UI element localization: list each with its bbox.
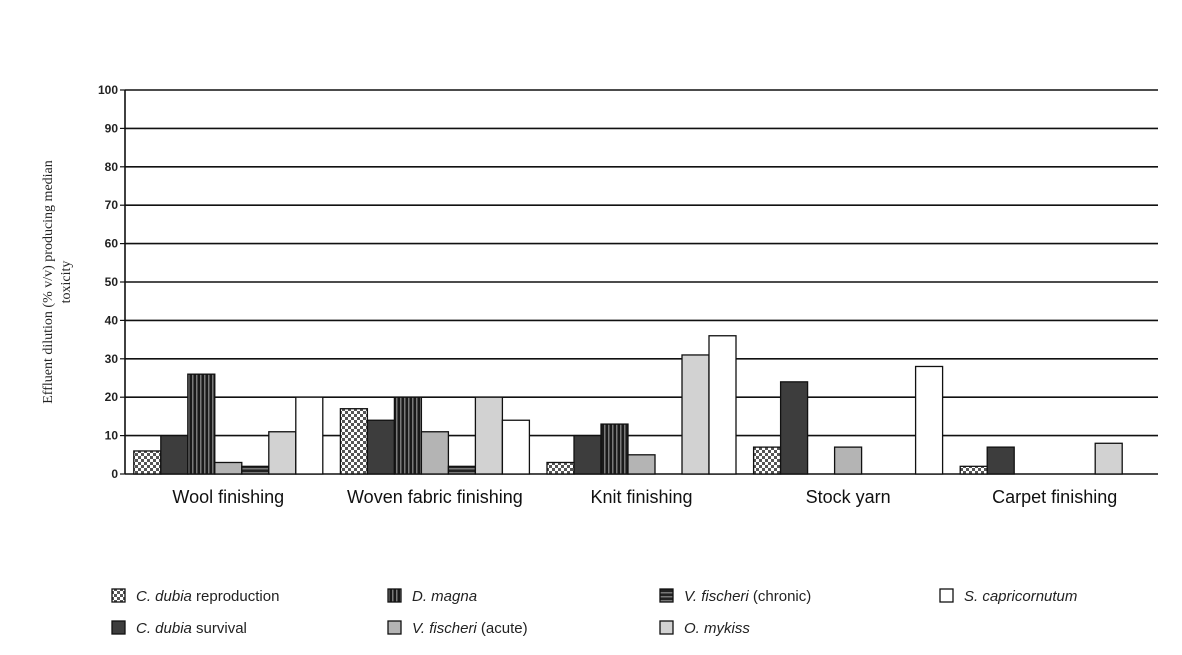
bar [339, 408, 369, 475]
legend-swatch [939, 588, 954, 603]
x-category-label: Wool finishing [172, 487, 284, 507]
y-tick-label: 40 [105, 313, 119, 327]
bar [501, 419, 531, 475]
legend-label: C. dubia survival [136, 620, 247, 637]
bar [214, 461, 243, 475]
y-tick-label: 20 [105, 390, 119, 404]
legend-label-species: C. dubia [136, 588, 192, 605]
x-category-label: Carpet finishing [992, 487, 1117, 507]
bar [160, 434, 189, 475]
legend-swatch [111, 620, 126, 635]
y-tick-label: 90 [105, 121, 119, 135]
bar [447, 465, 477, 475]
bar [1094, 442, 1123, 475]
y-tick-label: 70 [105, 198, 119, 212]
bar [779, 381, 809, 475]
legend-item: D. magna [387, 588, 477, 605]
bars [133, 335, 1123, 475]
bar [295, 396, 324, 475]
bar [187, 373, 216, 475]
legend-label-suffix: survival [192, 620, 247, 637]
legend-label-species: S. capricornutum [964, 588, 1077, 605]
x-category-label: Woven fabric finishing [347, 487, 523, 507]
bar [268, 431, 297, 475]
bar [914, 365, 944, 475]
bar [241, 465, 270, 475]
legend-item: O. mykiss [659, 620, 750, 637]
legend-label: O. mykiss [684, 620, 750, 637]
y-tick-label: 50 [105, 275, 119, 289]
bar [627, 454, 656, 475]
y-tick-label: 100 [98, 83, 118, 97]
bar [681, 354, 710, 475]
legend-swatch [387, 588, 402, 603]
legend-label: V. fischeri (acute) [412, 620, 528, 637]
y-tick-label: 80 [105, 160, 119, 174]
bar [600, 423, 629, 475]
bar [474, 396, 504, 475]
x-category-label: Knit finishing [590, 487, 692, 507]
legend-swatch [659, 620, 674, 635]
bar [393, 396, 423, 475]
legend-label-species: C. dubia [136, 620, 192, 637]
y-tick-label: 30 [105, 352, 119, 366]
bar [546, 461, 575, 475]
bar [986, 446, 1015, 475]
legend-label-species: O. mykiss [684, 620, 750, 637]
legend-label: D. magna [412, 588, 477, 605]
legend-swatch [387, 620, 402, 635]
legend-item: C. dubia reproduction [111, 588, 279, 605]
legend-label-species: V. fischeri [684, 588, 749, 605]
x-category-label: Stock yarn [806, 487, 891, 507]
grid [125, 89, 1158, 475]
bar [133, 450, 162, 475]
legend-item: C. dubia survival [111, 620, 247, 637]
legend-label-suffix: (acute) [477, 620, 528, 637]
y-axis-label-line2: toxicity [59, 261, 74, 304]
bar [708, 335, 737, 475]
legend-item: S. capricornutum [939, 588, 1077, 605]
y-tick-label: 0 [111, 467, 118, 481]
y-axis-label-line1: Effluent dilution (% v/v) producing medi… [41, 160, 56, 404]
legend-item: V. fischeri (acute) [387, 620, 528, 637]
legend-label: C. dubia reproduction [136, 588, 279, 605]
legend-label-species: D. magna [412, 588, 477, 605]
x-axis: Wool finishing Woven fabric finishing Knit… [172, 487, 1117, 507]
legend-label-suffix: (chronic) [749, 588, 812, 605]
legend-label-suffix: reproduction [192, 588, 280, 605]
legend-swatch [659, 588, 674, 603]
legend-label-species: V. fischeri [412, 620, 477, 637]
bar [420, 431, 450, 475]
bar [366, 419, 396, 475]
bar [959, 465, 988, 475]
legend-label: S. capricornutum [964, 588, 1077, 605]
y-tick-label: 10 [105, 429, 119, 443]
bar [573, 434, 602, 475]
y-axis: 0 10 20 30 40 50 60 70 80 90 100 [98, 83, 126, 481]
legend-label: V. fischeri (chronic) [684, 588, 811, 605]
bar [833, 446, 863, 475]
bar [752, 446, 782, 475]
legend-item: V. fischeri (chronic) [659, 588, 811, 605]
y-tick-label: 60 [105, 237, 119, 251]
legend: C. dubia reproduction D. magna V. fischeri… [111, 588, 1077, 637]
legend-swatch [111, 588, 126, 603]
